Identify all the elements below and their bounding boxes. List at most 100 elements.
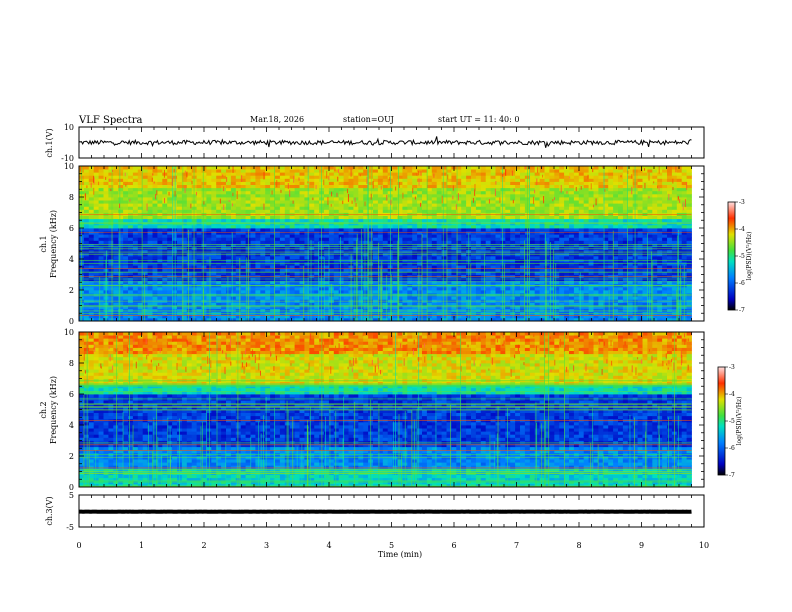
- spectrogram-cell: [172, 274, 178, 278]
- spectrogram-cell: [255, 317, 261, 322]
- spectrogram-cell: [593, 212, 599, 216]
- spectrogram-cell: [260, 237, 266, 241]
- spectrogram-cell: [583, 215, 589, 220]
- spectrogram-cell: [490, 277, 496, 282]
- spectrogram-cell: [485, 255, 491, 260]
- spectrogram-cell: [88, 255, 95, 260]
- spectrogram-cell: [441, 218, 447, 223]
- spectrogram-cell: [627, 246, 634, 251]
- spectrogram-cell: [446, 305, 452, 309]
- spectrogram-cell: [108, 302, 114, 306]
- spectrogram-cell: [573, 252, 580, 257]
- spectrogram-cell: [436, 317, 442, 322]
- spectrogram-cell: [240, 231, 246, 235]
- spectrogram-cell: [162, 305, 168, 309]
- spectrogram-cell: [622, 302, 629, 306]
- spectrogram-cell: [407, 237, 413, 241]
- spectrogram-cell: [167, 231, 173, 235]
- spectrogram-cell: [294, 255, 300, 260]
- spectrogram-cell: [221, 231, 227, 235]
- spectrogram-cell: [554, 252, 560, 257]
- spectrogram-cell: [422, 314, 428, 319]
- spectrogram-cell: [475, 246, 482, 251]
- spectrogram-cell: [93, 209, 99, 213]
- spectrogram-cell: [338, 209, 344, 213]
- spectrogram-cell: [544, 296, 550, 300]
- spectrogram-cell: [466, 224, 472, 229]
- spectrogram-cell: [328, 212, 335, 216]
- spectrogram-cell: [83, 296, 90, 300]
- spectrogram-cell: [500, 212, 506, 216]
- spectrogram-cell: [500, 255, 506, 260]
- spectrogram-cell: [500, 274, 506, 278]
- spectrogram-cell: [613, 243, 619, 247]
- spectrogram-cell: [108, 243, 114, 247]
- spectrogram-cell: [588, 203, 594, 207]
- spectrogram-cell: [539, 317, 545, 322]
- spectrogram-cell: [544, 265, 550, 269]
- spectrogram-cell: [534, 246, 540, 251]
- spectrogram-cell: [603, 203, 609, 207]
- spectrogram-cell: [627, 305, 634, 309]
- spectrogram-cell: [289, 209, 295, 213]
- spectrogram-cell: [226, 224, 232, 229]
- spectrogram-cell: [93, 262, 99, 266]
- spectrogram-cell: [407, 234, 413, 238]
- spectrogram-cell: [240, 296, 246, 300]
- spectrogram-cell: [417, 246, 423, 251]
- spectrogram-cell: [657, 224, 663, 229]
- spectrogram-cell: [83, 274, 90, 278]
- spectrogram-cell: [652, 255, 658, 260]
- spectrogram-cell: [206, 262, 212, 266]
- spectrogram-cell: [657, 249, 663, 254]
- spectrogram-cell: [167, 240, 173, 244]
- spectrogram-cell: [559, 240, 565, 244]
- spectrogram-cell: [598, 271, 604, 275]
- spectrogram-cell: [118, 231, 124, 235]
- spectrogram-cell: [328, 277, 335, 282]
- spectrogram-cell: [181, 224, 188, 229]
- spectrogram-cell: [554, 290, 560, 294]
- spectrogram-cell: [671, 305, 678, 309]
- spectrogram-cell: [284, 224, 291, 229]
- spectrogram-cell: [500, 200, 506, 204]
- spectrogram-cell: [642, 246, 648, 251]
- spectrogram-cell: [456, 317, 462, 322]
- spectrogram-cell: [201, 277, 207, 282]
- spectrogram-cell: [637, 274, 643, 278]
- spectrogram-cell: [436, 246, 442, 251]
- spectrogram-cell: [412, 206, 418, 210]
- spectrogram-cell: [529, 286, 536, 291]
- spectrogram-cell: [206, 249, 212, 254]
- spectrogram-cell: [221, 215, 227, 220]
- spectrogram-cell: [343, 314, 349, 319]
- spectrogram-cell: [627, 286, 634, 291]
- spectrogram-cell: [431, 237, 438, 241]
- spectrogram-cell: [265, 228, 271, 232]
- spectrogram-cell: [495, 277, 501, 282]
- spectrogram-cell: [324, 240, 330, 244]
- spectrogram-cell: [147, 243, 153, 247]
- spectrogram-cell: [676, 305, 683, 309]
- spectrogram-cell: [343, 228, 349, 232]
- spectrogram-cell: [475, 277, 482, 282]
- spectrogram-cell: [627, 268, 634, 272]
- spectrogram-cell: [657, 262, 663, 266]
- spectrogram-cell: [284, 206, 291, 210]
- spectrogram-cell: [177, 246, 183, 251]
- spectrogram-cell: [637, 308, 643, 313]
- spectrogram-cell: [299, 228, 305, 232]
- spectrogram-cell: [417, 249, 423, 254]
- spectrogram-cell: [559, 218, 565, 223]
- spectrogram-cell: [137, 314, 144, 319]
- spectrogram-cell: [554, 212, 560, 216]
- spectrogram-cell: [549, 280, 555, 285]
- spectrogram-cell: [343, 274, 349, 278]
- spectrogram-cell: [157, 203, 163, 207]
- spectrogram-cell: [554, 209, 560, 213]
- spectrogram-cell: [167, 280, 173, 285]
- spectrogram-cell: [88, 218, 95, 223]
- spectrogram-cell: [500, 268, 506, 272]
- spectrogram-cell: [216, 265, 222, 269]
- spectrogram-cell: [177, 317, 183, 322]
